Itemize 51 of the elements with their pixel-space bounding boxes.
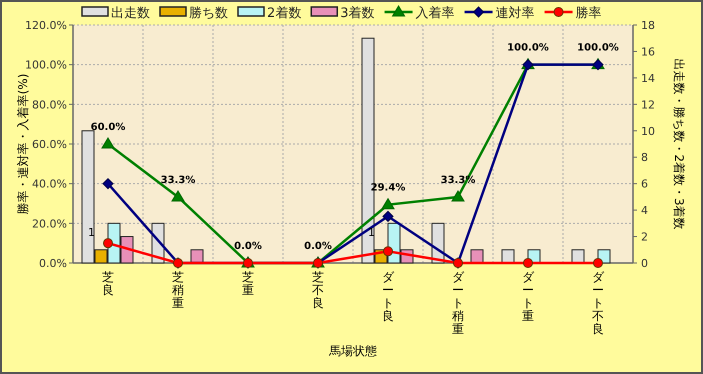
- y-tick-label: 20.0%: [32, 217, 67, 230]
- y2-tick-label: 6: [641, 178, 648, 191]
- x-tick-label: 芝稍重: [172, 270, 184, 310]
- x-tick-label: 芝不良: [312, 270, 324, 310]
- point: [382, 198, 394, 210]
- point: [383, 246, 393, 256]
- point: [452, 190, 464, 202]
- y2-tick-label: 10: [641, 124, 655, 138]
- y2-tick-label: 18: [641, 19, 655, 32]
- data-label: 0.0%: [234, 241, 262, 252]
- data-label: 100.0%: [507, 42, 549, 54]
- y2-tick-label: 12: [641, 98, 655, 112]
- legend-label: 勝ち数: [189, 6, 228, 21]
- x-tick-label: ダート不良: [592, 270, 605, 336]
- point: [102, 138, 114, 148]
- legend-label: 2着数: [267, 5, 302, 21]
- y2-tick-label: 0: [641, 257, 648, 270]
- y-tick-label: 0.0%: [39, 257, 67, 270]
- data-label: 60.0%: [90, 122, 126, 133]
- legend-label: 勝率: [576, 5, 602, 21]
- x-tick-label: 芝良: [102, 270, 114, 297]
- y-tick-label: 80.0%: [32, 98, 67, 112]
- data-label: 33.3%: [160, 174, 196, 186]
- legend-label: 連対率: [496, 5, 535, 21]
- y2-tick-label: 2: [641, 230, 648, 244]
- y2-tick-label: 8: [641, 151, 648, 164]
- x-tick-label: ダート稍重: [452, 270, 465, 336]
- x-axis-title: 馬場状態: [328, 344, 377, 358]
- x-tick-label: ダート重: [522, 270, 535, 323]
- y2-tick-label: 14: [641, 72, 655, 85]
- data-label: 0.0%: [304, 241, 332, 252]
- y-tick-label: 100.0%: [25, 58, 67, 72]
- point: [102, 178, 114, 190]
- y-tick-label: 120.0%: [25, 19, 67, 32]
- point: [103, 238, 113, 248]
- y2-tick-label: 16: [641, 45, 655, 58]
- legend-label: 入着率: [416, 5, 455, 21]
- y-tick-label: 40.0%: [32, 178, 67, 191]
- legend-label: 3着数: [340, 5, 375, 21]
- point: [593, 258, 603, 268]
- x-tick-label: 芝重: [242, 270, 254, 297]
- y2-tick-label: 4: [641, 204, 648, 218]
- point: [172, 190, 184, 202]
- y2-axis-title: 出走数・勝ち数・2着数・3着数: [672, 58, 686, 230]
- point: [523, 258, 533, 268]
- x-tick-label: ダート良: [382, 270, 395, 323]
- y-axis-title: 勝率・連対率・入着率(%): [16, 74, 30, 214]
- point: [382, 210, 394, 222]
- legend-label: 出走数: [111, 6, 150, 21]
- data-label: 100.0%: [577, 42, 619, 54]
- y-tick-label: 60.0%: [32, 138, 67, 151]
